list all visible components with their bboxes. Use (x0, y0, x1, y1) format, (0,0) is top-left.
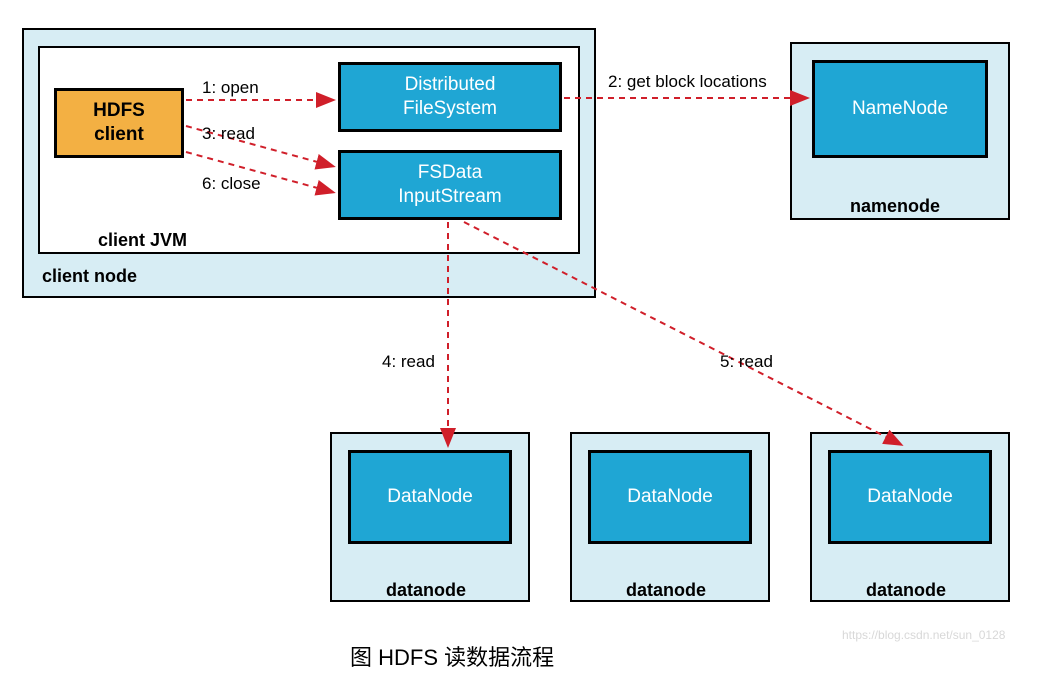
fsdata-inputstream-node: FSData InputStream (338, 150, 562, 220)
edge-label: 3: read (202, 124, 255, 144)
datanode1-node: DataNode (348, 450, 512, 544)
figure-caption: 图 HDFS 读数据流程 (350, 640, 554, 672)
node-label-line: InputStream (398, 186, 502, 207)
datanode3-node: DataNode (828, 450, 992, 544)
edge-label: 5: read (720, 352, 773, 372)
watermark-text: https://blog.csdn.net/sun_0128 (842, 628, 1005, 642)
edge-label: 2: get block locations (608, 72, 767, 92)
node-label-line: DataNode (387, 486, 473, 507)
edge-label: 6: close (202, 174, 261, 194)
client-jvm-label: client JVM (98, 230, 187, 251)
hdfs-client-node: HDFS client (54, 88, 184, 158)
datanode2-node: DataNode (588, 450, 752, 544)
node-label-line: DataNode (627, 486, 713, 507)
node-label-line: Distributed (405, 74, 496, 95)
distributed-filesystem-node: Distributed FileSystem (338, 62, 562, 132)
node-label-line: NameNode (852, 98, 948, 119)
node-label-line: FSData (418, 162, 482, 183)
datanode1-container-label: datanode (386, 580, 466, 601)
node-label-line: DataNode (867, 486, 953, 507)
datanode3-container-label: datanode (866, 580, 946, 601)
hdfs-read-flow-diagram: client node client JVM namenode datanode… (0, 0, 1044, 695)
node-label-line: HDFS (93, 100, 145, 121)
client-node-label: client node (42, 266, 137, 287)
datanode2-container-label: datanode (626, 580, 706, 601)
namenode-node: NameNode (812, 60, 988, 158)
edge-label: 4: read (382, 352, 435, 372)
node-label-line: client (94, 124, 144, 145)
edge-label: 1: open (202, 78, 259, 98)
node-label-line: FileSystem (403, 98, 497, 119)
namenode-container-label: namenode (850, 196, 940, 217)
